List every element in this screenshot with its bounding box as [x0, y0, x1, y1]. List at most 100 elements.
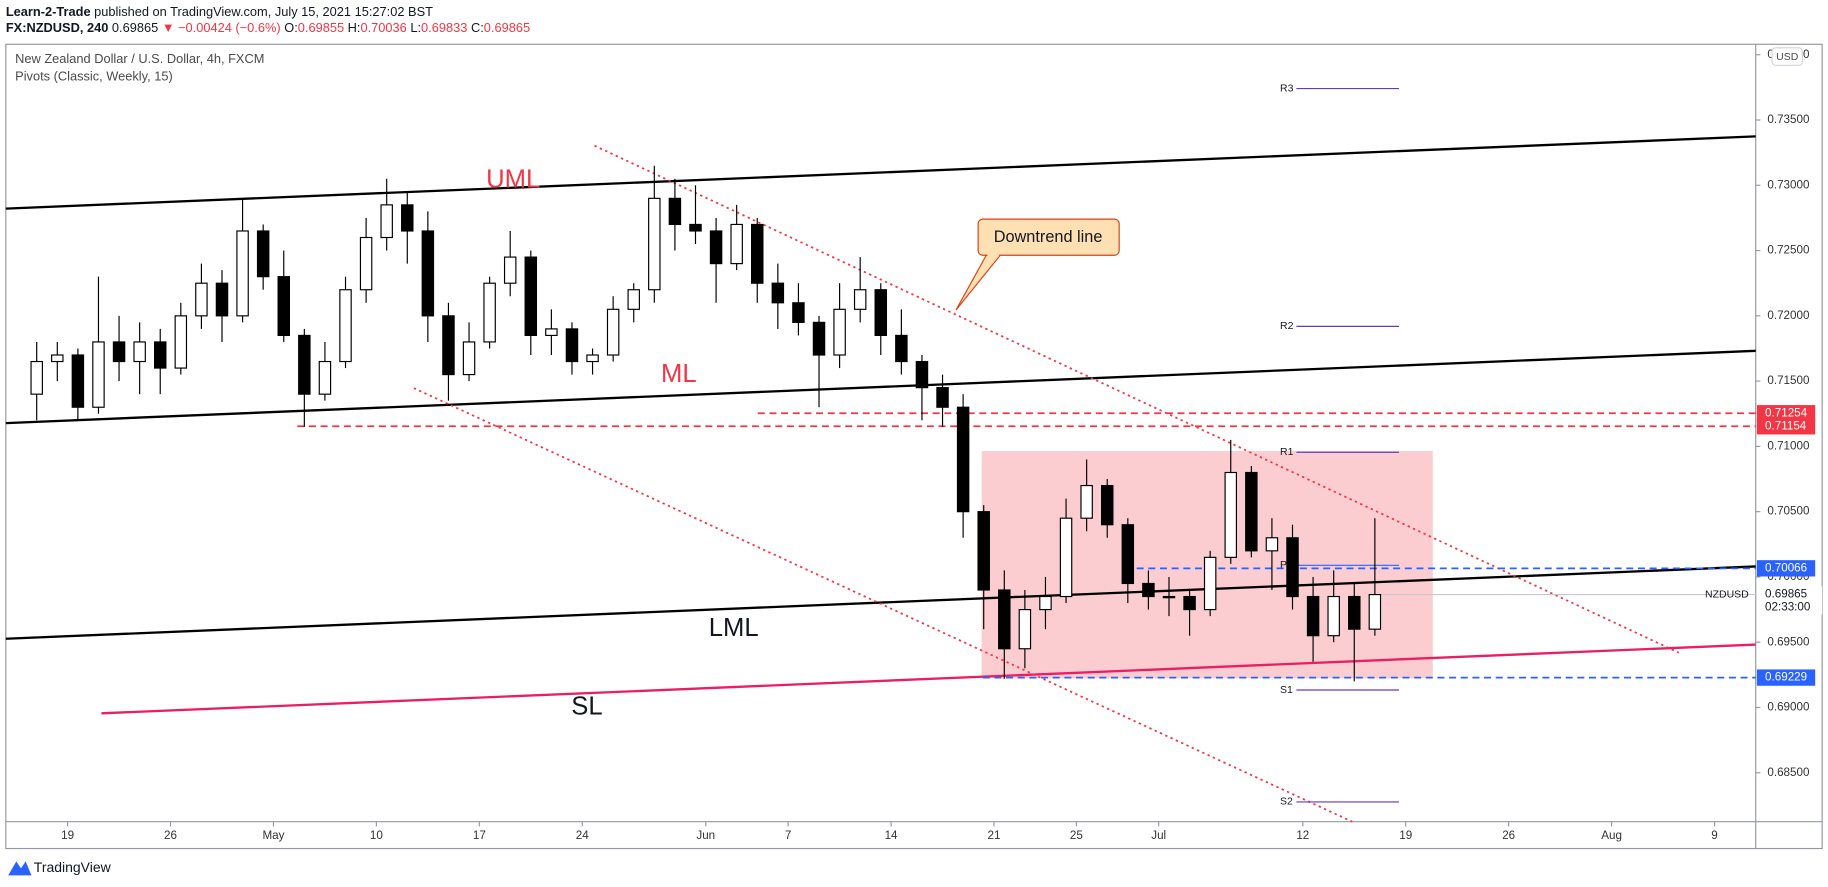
- y-tick-label: 0.69000: [1767, 701, 1810, 714]
- candle-body: [730, 223, 743, 265]
- pivot-label: S1: [1280, 685, 1293, 696]
- l-value: 0.69833: [421, 21, 467, 36]
- header-line: Learn-2-Trade published on TradingView.c…: [6, 4, 433, 19]
- sl-label: SL: [571, 692, 602, 720]
- candle-body: [421, 230, 435, 317]
- price-level-label: 0.71154: [1765, 419, 1807, 432]
- pivot-label: R1: [1280, 447, 1294, 458]
- candle-body: [1265, 537, 1279, 552]
- price-level-badge: [1756, 669, 1816, 686]
- published: published on TradingView.com, July 15, 2…: [94, 4, 433, 19]
- indicator-title: Pivots (Classic, Weekly, 15): [15, 68, 173, 83]
- y-tick-label: 0.68500: [1767, 766, 1810, 779]
- candle-body: [318, 360, 332, 395]
- candle-body: [112, 341, 126, 363]
- candle-body: [277, 276, 290, 337]
- callout-text: Downtrend line: [994, 228, 1103, 246]
- candle-body: [1039, 595, 1052, 611]
- candle-body: [298, 334, 311, 395]
- candle-body: [195, 282, 208, 317]
- symbol-label: NZDUSD: [1705, 589, 1749, 600]
- c-value: 0.69865: [484, 21, 530, 36]
- y-tick-label: 0.69500: [1767, 635, 1810, 648]
- x-tick-label: 26: [164, 829, 177, 842]
- uml-label: UML: [486, 165, 540, 193]
- candle-body: [462, 341, 476, 376]
- candle-body: [524, 256, 538, 337]
- footer: TradingView: [8, 859, 112, 876]
- countdown: 02:33:00: [1765, 600, 1811, 613]
- y-tick-label: 0.73500: [1767, 113, 1810, 126]
- candle-body: [401, 204, 414, 232]
- pivot-label: R3: [1280, 83, 1294, 94]
- candle-body: [133, 341, 146, 363]
- candle-body: [1286, 537, 1299, 598]
- candle-body: [1348, 595, 1361, 630]
- lml-line: [5, 565, 1756, 640]
- candle-body: [709, 230, 723, 265]
- candle-body: [1080, 484, 1093, 519]
- candle-body: [1059, 517, 1073, 598]
- chart-title: New Zealand Dollar / U.S. Dollar, 4h, FX…: [15, 51, 264, 66]
- candle-body: [1142, 582, 1155, 598]
- x-tick-label: Aug: [1601, 829, 1622, 842]
- price-level-label: 0.69229: [1765, 671, 1807, 684]
- candle-body: [792, 302, 805, 323]
- candle-body: [71, 354, 85, 408]
- candle-body: [668, 197, 682, 226]
- c-label: C:: [471, 21, 484, 36]
- candle-body: [51, 354, 64, 363]
- x-tick-label: 19: [61, 829, 74, 842]
- x-tick-label: 10: [370, 829, 383, 842]
- currency-badge: [1771, 47, 1803, 66]
- candle-body: [380, 204, 393, 239]
- o-label: O:: [284, 21, 298, 36]
- candle-body: [30, 360, 43, 395]
- price-level-badge: [1756, 405, 1816, 422]
- candle-body: [545, 328, 558, 337]
- candle-body: [1306, 595, 1320, 637]
- candle-body: [833, 308, 846, 356]
- candle-body: [1121, 524, 1135, 585]
- candles: [30, 165, 1382, 682]
- candle-body: [998, 589, 1011, 650]
- candle-body: [771, 282, 785, 304]
- x-tick-label: 19: [1399, 829, 1412, 842]
- last-price-label: 0.69865: [1765, 588, 1807, 601]
- candle-body: [174, 315, 188, 369]
- pivot-lines: [1296, 88, 1399, 803]
- ml-line: [5, 349, 1756, 425]
- l-label: L:: [410, 21, 421, 36]
- candle-body: [565, 328, 579, 363]
- candle-body: [1100, 484, 1114, 526]
- candle-body: [215, 282, 229, 317]
- candle-body: [606, 308, 620, 356]
- price-level-badge: [1756, 560, 1816, 577]
- y-tick-label: 0.72000: [1767, 309, 1810, 322]
- candle-body: [1224, 471, 1237, 558]
- x-tick-label: 9: [1711, 829, 1717, 842]
- candle-body: [936, 387, 949, 408]
- candle-body: [483, 282, 496, 343]
- candle-body: [1183, 595, 1196, 611]
- callout-box: [977, 218, 1120, 256]
- candle-body: [956, 406, 970, 513]
- change: ▼ −0.00424 (−0.6%): [162, 21, 281, 36]
- y-tick-label: 0.73000: [1767, 178, 1810, 191]
- candle-body: [442, 315, 455, 376]
- x-tick-label: 17: [473, 829, 486, 842]
- candle-body: [1245, 471, 1258, 552]
- uml-line: [5, 135, 1756, 210]
- x-tick-label: 7: [785, 829, 791, 842]
- price: 0.69865: [112, 21, 158, 36]
- candle-body: [1203, 556, 1217, 611]
- pivot-label: P: [1280, 560, 1287, 571]
- candle-body: [915, 360, 929, 389]
- y-tick-label: 0.70500: [1767, 505, 1810, 518]
- candle-body: [586, 354, 599, 363]
- candle-body: [92, 341, 105, 408]
- currency-label: USD: [1776, 52, 1799, 63]
- price-level-label: 0.70066: [1765, 561, 1807, 574]
